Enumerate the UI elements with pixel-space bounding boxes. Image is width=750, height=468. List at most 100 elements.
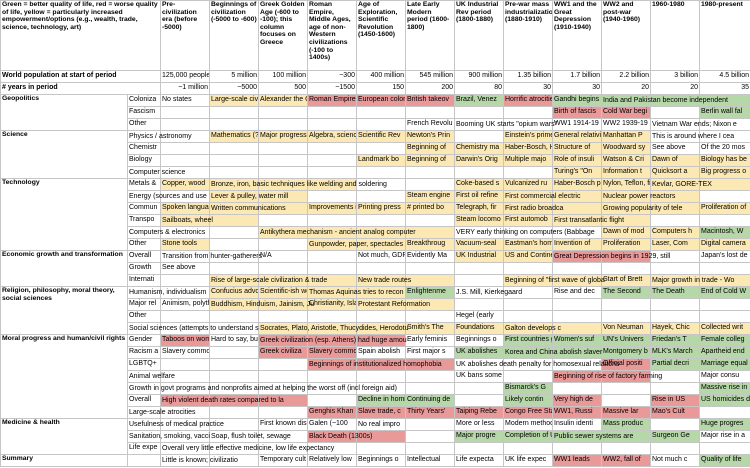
- cell[interactable]: N/A: [258, 250, 308, 263]
- cell[interactable]: Information t: [601, 166, 651, 179]
- cell[interactable]: Haber-Bosch pro: [552, 178, 602, 191]
- cell[interactable]: Copper, wood: [160, 178, 210, 191]
- cell[interactable]: [454, 262, 504, 275]
- cell[interactable]: Hegel (early: [454, 310, 504, 323]
- cell[interactable]: Bismarck's G: [503, 382, 553, 395]
- cell[interactable]: [209, 310, 259, 323]
- cell[interactable]: [160, 406, 210, 419]
- years-row-value[interactable]: 30: [552, 82, 602, 95]
- row-label[interactable]: Transpo: [127, 214, 161, 227]
- column-header[interactable]: Age of Exploration, Scientific Revolutio…: [356, 0, 406, 71]
- cell[interactable]: Hayek, Chic: [650, 322, 700, 335]
- cell[interactable]: [601, 262, 651, 275]
- cell[interactable]: Surgeon Ge: [650, 430, 700, 443]
- cell[interactable]: Korea and China abolish slaver: [503, 346, 602, 359]
- cell[interactable]: [356, 286, 406, 299]
- cell[interactable]: Slavery commo: [160, 346, 210, 359]
- cell[interactable]: [307, 322, 357, 335]
- column-header[interactable]: Pre-civilization era (before -5000): [160, 0, 210, 71]
- cell[interactable]: [356, 382, 406, 395]
- cell[interactable]: WW1 1914-19: [552, 118, 602, 131]
- cell[interactable]: Greek civiliza: [258, 346, 308, 359]
- cell[interactable]: First major s: [405, 346, 455, 359]
- cell[interactable]: UK Industrial: [454, 250, 504, 263]
- cell[interactable]: Foundations: [454, 322, 504, 335]
- cell[interactable]: [307, 394, 357, 407]
- column-header[interactable]: 1960-1980: [650, 0, 700, 71]
- cell[interactable]: Kevlar, GORE-TEX: [650, 178, 712, 191]
- cell[interactable]: Invention of: [552, 238, 602, 251]
- cell[interactable]: [356, 322, 406, 335]
- cell[interactable]: [405, 106, 455, 119]
- cell[interactable]: Galton develops c: [503, 322, 561, 335]
- cell[interactable]: Berlin wall fal: [699, 106, 750, 119]
- cell[interactable]: [405, 226, 455, 239]
- cell[interactable]: Partial decri: [650, 358, 700, 371]
- cell[interactable]: Computers h: [650, 226, 700, 239]
- cell[interactable]: [209, 250, 259, 263]
- cell[interactable]: [258, 190, 308, 203]
- column-header[interactable]: UK Industrial Rev period (1800-1880): [454, 0, 504, 71]
- row-label[interactable]: Other: [127, 238, 161, 251]
- cell[interactable]: Growing popularity of tele: [601, 202, 682, 215]
- cell[interactable]: Great Depression begins in 1929, still: [552, 250, 670, 263]
- cell[interactable]: [160, 418, 210, 431]
- cell[interactable]: UK life expec: [503, 454, 553, 467]
- cell[interactable]: [258, 430, 308, 443]
- cell[interactable]: Gandhi begins: [552, 94, 602, 107]
- cell[interactable]: [258, 370, 308, 383]
- cell[interactable]: Taboos on wom: [160, 334, 210, 347]
- row-label[interactable]: Other: [127, 310, 161, 323]
- cell[interactable]: Improvements in: [307, 202, 357, 215]
- cell[interactable]: Eastman's hom: [503, 238, 553, 251]
- column-header[interactable]: Late Early Modern period (1600-1800): [405, 0, 455, 71]
- cell[interactable]: [209, 358, 259, 371]
- cell[interactable]: [552, 274, 602, 287]
- cell[interactable]: Genghis Khan: [307, 406, 357, 419]
- population-row-value[interactable]: 4.5 billion: [699, 70, 750, 83]
- cell[interactable]: [209, 454, 259, 467]
- cell[interactable]: Watson & Cri: [601, 154, 651, 167]
- cell[interactable]: [209, 394, 259, 407]
- cell[interactable]: J.S. Mill, Kierkegaard: [454, 286, 522, 299]
- row-label[interactable]: Overall: [127, 394, 161, 407]
- cell[interactable]: Roman Empire,: [307, 94, 357, 107]
- cell[interactable]: Early feminis: [405, 334, 455, 347]
- years-row-value[interactable]: 200: [405, 82, 455, 95]
- cell[interactable]: [258, 118, 308, 131]
- cell[interactable]: [454, 166, 504, 179]
- cell[interactable]: Breakthroug: [405, 238, 455, 251]
- cell[interactable]: [356, 190, 406, 203]
- cell[interactable]: Vulcanized ru: [503, 178, 553, 191]
- cell[interactable]: [258, 178, 308, 191]
- cell[interactable]: British takeov: [405, 94, 455, 107]
- cell[interactable]: Booming UK starts "opium wars": [454, 118, 557, 131]
- cell[interactable]: Brazil, Venez: [454, 94, 504, 107]
- cell[interactable]: [258, 166, 308, 179]
- cell[interactable]: Mao's Cult: [650, 406, 700, 419]
- cell[interactable]: [307, 382, 357, 395]
- row-label[interactable]: Commun: [127, 202, 161, 215]
- cell[interactable]: [405, 358, 455, 371]
- cell[interactable]: [405, 166, 455, 179]
- cell[interactable]: [405, 274, 455, 287]
- row-label[interactable]: Life expe: [127, 442, 161, 455]
- cell[interactable]: [601, 214, 651, 227]
- cell[interactable]: Proliferation of: [699, 202, 750, 215]
- cell[interactable]: [209, 106, 259, 119]
- cell[interactable]: [356, 118, 406, 131]
- cell[interactable]: [160, 286, 210, 299]
- row-label[interactable]: Internati: [127, 274, 161, 287]
- row-label[interactable]: Social sciences (attempts to understand …: [127, 322, 262, 335]
- column-header[interactable]: WW1 and the Great Depression (1910-1940): [552, 0, 602, 71]
- years-row-value[interactable]: 35: [699, 82, 750, 95]
- cell[interactable]: Major consu: [699, 370, 750, 383]
- column-header[interactable]: Greek Golden Age (-600 to -100); this co…: [258, 0, 308, 71]
- cell[interactable]: Thirty Years': [405, 406, 455, 419]
- cell[interactable]: Not much, GDP: [356, 250, 406, 263]
- cell[interactable]: [209, 262, 259, 275]
- cell[interactable]: Slavery common: [307, 346, 357, 359]
- cell[interactable]: [307, 310, 357, 323]
- cell[interactable]: [356, 238, 406, 251]
- row-label[interactable]: Large-scale atrocities: [127, 406, 196, 419]
